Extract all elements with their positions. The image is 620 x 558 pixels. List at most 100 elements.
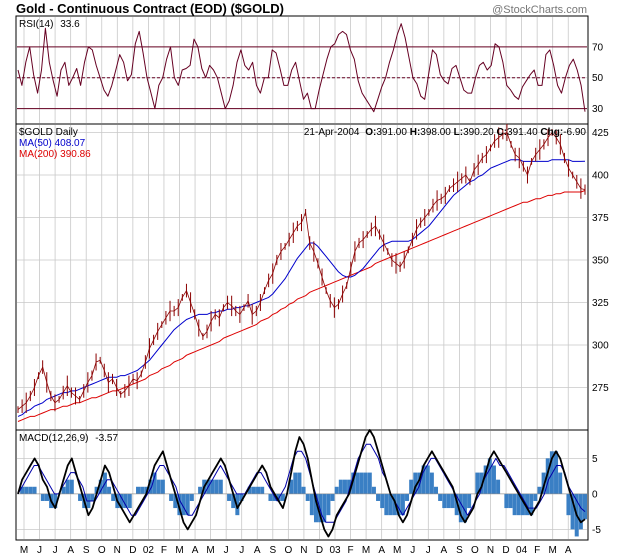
macd-histogram-bar (231, 493, 236, 509)
macd-histogram-bar (334, 486, 339, 494)
x-tick-label: A (441, 545, 448, 556)
macd-histogram-bar (65, 479, 70, 494)
macd-histogram-bar (413, 472, 418, 494)
macd-histogram-bar (442, 493, 447, 509)
macd-histogram-bar (152, 472, 157, 494)
macd-histogram-bar (458, 493, 463, 523)
x-tick-label: A (67, 545, 74, 556)
macd-histogram-bar (429, 472, 434, 494)
macd-histogram-bar (214, 479, 219, 494)
macd-histogram-bar (450, 493, 455, 509)
macd-histogram-bar (260, 486, 265, 494)
macd-histogram-bar (508, 493, 513, 509)
macd-histogram-bar (107, 486, 112, 494)
macd-histogram-bar (53, 493, 58, 509)
y-tick-label: 70 (592, 42, 604, 53)
x-tick-label: M (20, 545, 28, 556)
macd-histogram-bar (32, 486, 37, 494)
price-layer (17, 124, 586, 422)
macd-histogram-bar (446, 493, 451, 509)
macd-histogram-bar (173, 493, 178, 509)
macd-histogram-bar (28, 486, 33, 494)
price-line (17, 132, 586, 410)
x-tick-label: J (426, 545, 431, 556)
ma200-label: MA(200) 390.86 (19, 149, 91, 160)
macd-histogram-bar (545, 458, 550, 494)
macd-histogram-bar (467, 493, 472, 509)
x-tick-label: M (175, 545, 183, 556)
macd-histogram-bar (367, 472, 372, 494)
macd-histogram-bar (384, 493, 389, 516)
macd-histogram-bar (301, 486, 306, 494)
y-tick-label: 375 (592, 213, 609, 224)
rsi-line (17, 23, 586, 113)
macd-layer (17, 429, 587, 538)
y-tick-label: 275 (592, 383, 609, 394)
macd-line (17, 429, 586, 538)
macd-histogram-bar (313, 493, 318, 523)
x-tick-label: A (378, 545, 385, 556)
ma50-label: MA(50) 408.07 (19, 138, 86, 149)
macd-histogram-bar (549, 451, 554, 494)
x-tick-label: D (129, 545, 136, 556)
x-tick-label: 02 (143, 545, 155, 556)
chart-title: Gold - Continuous Contract (EOD) ($GOLD) (16, 1, 284, 16)
macd-histogram-bar (347, 479, 352, 494)
x-tick-label: S (269, 545, 276, 556)
macd-histogram-bar (268, 493, 273, 501)
macd-histogram-bar (169, 493, 174, 501)
macd-histogram-bar (40, 493, 45, 501)
macd-histogram-bar (454, 493, 459, 516)
macd-histogram-bar (421, 465, 426, 494)
macd-histogram-bar (330, 493, 335, 501)
macd-histogram-bar (504, 493, 509, 509)
x-tick-label: N (487, 545, 494, 556)
macd-histogram-bar (516, 493, 521, 516)
x-axis-labels: M J J A S O N D 02 F M A M J J A S O N D 03 F M A M J J A S O N D 04 F M A (20, 545, 572, 556)
y-tick-label: 5 (592, 454, 598, 465)
macd-histogram-bar (475, 472, 480, 494)
macd-histogram-bar (227, 493, 232, 501)
macd-histogram-bar (438, 493, 443, 501)
x-tick-label: S (456, 545, 463, 556)
macd-histogram-bar (512, 493, 517, 516)
macd-histogram-bar (541, 472, 546, 494)
x-tick-label: J (37, 545, 42, 556)
y-tick-label: 50 (592, 73, 604, 84)
macd-histogram-bar (239, 493, 244, 501)
macd-histogram-bar (251, 486, 256, 494)
macd-histogram-bar (529, 493, 534, 516)
rsi-panel (15, 15, 589, 125)
macd-histogram-bar (235, 493, 240, 516)
macd-histogram-bar (376, 493, 381, 501)
macd-histogram-bar (24, 486, 29, 494)
x-tick-label: A (192, 545, 199, 556)
x-tick-label: O (284, 545, 292, 556)
x-tick-label: M (549, 545, 557, 556)
x-tick-label: J (224, 545, 229, 556)
macd-histogram-bar (123, 493, 128, 509)
macd-histogram-bar (256, 486, 261, 494)
macd-histogram-bar (533, 493, 538, 501)
macd-histogram-bar (487, 458, 492, 494)
macd-histogram-bar (144, 486, 149, 494)
x-tick-label: S (83, 545, 90, 556)
macd-histogram-bar (20, 486, 25, 494)
x-tick-label: F (347, 545, 353, 556)
macd-histogram-bar (289, 479, 294, 494)
macd-histogram-bar (136, 486, 141, 494)
macd-histogram-bar (371, 486, 376, 494)
macd-histogram-bar (554, 451, 559, 494)
macd-histogram-bar (185, 493, 190, 516)
x-tick-label: J (239, 545, 244, 556)
x-tick-label: N (300, 545, 307, 556)
macd-histogram-bar (247, 486, 252, 494)
macd-histogram-bar (305, 493, 310, 501)
macd-histogram-bar (392, 493, 397, 516)
y-tick-label: 0 (592, 489, 598, 500)
y-tick-label: 300 (592, 341, 609, 352)
macd-histogram-bar (496, 479, 501, 494)
rsi-label: RSI(14) 33.6 (19, 19, 80, 30)
macd-histogram-bar (94, 486, 99, 494)
